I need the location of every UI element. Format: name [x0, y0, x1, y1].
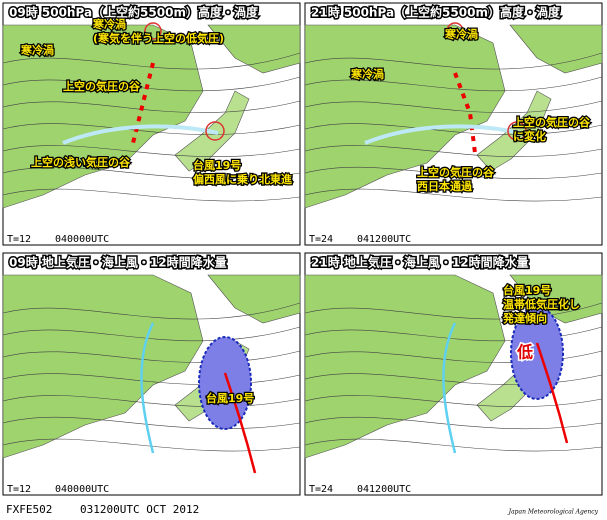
valid-time: 041200UTC — [357, 484, 411, 495]
annotation: に変化 — [513, 129, 546, 143]
annotation: 寒冷渦 — [350, 67, 384, 81]
isobar — [2, 326, 301, 342]
forecast-step: T=24 — [309, 234, 333, 245]
vortex — [144, 22, 162, 40]
valid-time: 041200UTC — [357, 234, 411, 245]
isobar — [2, 416, 301, 430]
isobar — [2, 350, 301, 363]
vortex — [446, 22, 464, 40]
trough — [453, 72, 477, 154]
land — [304, 274, 506, 459]
jet-arrow — [62, 124, 219, 145]
chart-date: 031200UTC OCT 2012 — [80, 503, 199, 516]
land — [2, 24, 204, 209]
annotation: (寒気を伴う上空の低気圧) — [93, 31, 224, 45]
annotation: 台風19号 — [503, 283, 551, 297]
isobar — [2, 166, 301, 180]
jet-arrow — [364, 124, 521, 145]
annotation: 発達傾向 — [502, 311, 547, 325]
forecast-step: T=12 — [7, 484, 31, 495]
annotation: 西日本通過 — [417, 179, 473, 193]
land — [509, 24, 603, 74]
agency: Japan Meteorological Agency — [507, 509, 599, 516]
precipitation — [198, 336, 252, 430]
valid-time: 040000UTC — [55, 234, 109, 245]
annotation: 偏西風に乗り北東進 — [193, 172, 293, 186]
isobar — [304, 302, 603, 320]
annotation: 台風19号 — [193, 158, 241, 172]
isobar — [2, 145, 301, 157]
vortex — [507, 121, 527, 141]
isobar — [304, 438, 603, 452]
wind-arrow — [223, 372, 257, 474]
isobar — [2, 373, 301, 385]
annotation: 温帯低気圧化し — [503, 297, 580, 311]
panel-title: 21時 地上気圧・海上風・12時間降水量 — [311, 255, 529, 270]
annotation: 上空の気圧の谷 — [63, 79, 141, 93]
isobar — [2, 302, 301, 320]
annotation: 台風19号 — [206, 391, 254, 405]
panel-title: 09時 地上気圧・海上風・12時間降水量 — [9, 255, 227, 270]
cold-flow — [442, 322, 457, 454]
annotation: 寒冷渦 — [20, 43, 54, 57]
isobar — [2, 188, 301, 202]
trough — [131, 62, 155, 144]
isobar — [304, 416, 603, 430]
isobar — [304, 145, 603, 157]
isobar — [304, 52, 603, 70]
forecast-step: T=24 — [309, 484, 333, 495]
isobar — [304, 395, 603, 407]
forecast-step: T=12 — [7, 234, 31, 245]
panel: 09時 500hPa（上空約5500m）高度・渦度寒冷渦寒冷渦(寒気を伴う上空の… — [2, 2, 301, 246]
annotation: 上空の気圧の谷 — [417, 165, 495, 179]
annotation: 上空の浅い気圧の谷 — [31, 155, 131, 169]
isobar — [304, 76, 603, 92]
isobar — [304, 100, 603, 113]
wind-arrow — [535, 342, 569, 444]
annotation: 寒冷渦 — [92, 17, 126, 31]
chart-code: FXFE502 — [6, 503, 52, 516]
isobar — [304, 123, 603, 135]
panel-title: 21時 500hPa（上空約5500m）高度・渦度 — [311, 5, 561, 20]
isobar — [2, 123, 301, 135]
annotation: 寒冷渦 — [444, 27, 478, 41]
annotation: 上空の気圧の谷 — [513, 115, 591, 129]
isobar — [304, 188, 603, 202]
panel: 21時 500hPa（上空約5500m）高度・渦度寒冷渦寒冷渦上空の気圧の谷に変… — [304, 2, 603, 246]
precipitation — [510, 306, 564, 400]
land — [207, 274, 301, 324]
land — [207, 24, 301, 74]
panel-title: 09時 500hPa（上空約5500m）高度・渦度 — [9, 5, 259, 20]
land — [304, 24, 506, 209]
vortex — [205, 121, 225, 141]
isobar — [2, 100, 301, 113]
valid-time: 040000UTC — [55, 484, 109, 495]
land — [509, 274, 603, 324]
panels: 09時 500hPa（上空約5500m）高度・渦度寒冷渦寒冷渦(寒気を伴う上空の… — [2, 2, 603, 496]
isobar — [2, 76, 301, 92]
cold-flow — [140, 322, 155, 454]
annotation: 低 — [516, 343, 533, 362]
isobar — [2, 438, 301, 452]
isobar — [304, 166, 603, 180]
isobar — [2, 395, 301, 407]
land — [2, 274, 204, 459]
isobar — [2, 52, 301, 70]
